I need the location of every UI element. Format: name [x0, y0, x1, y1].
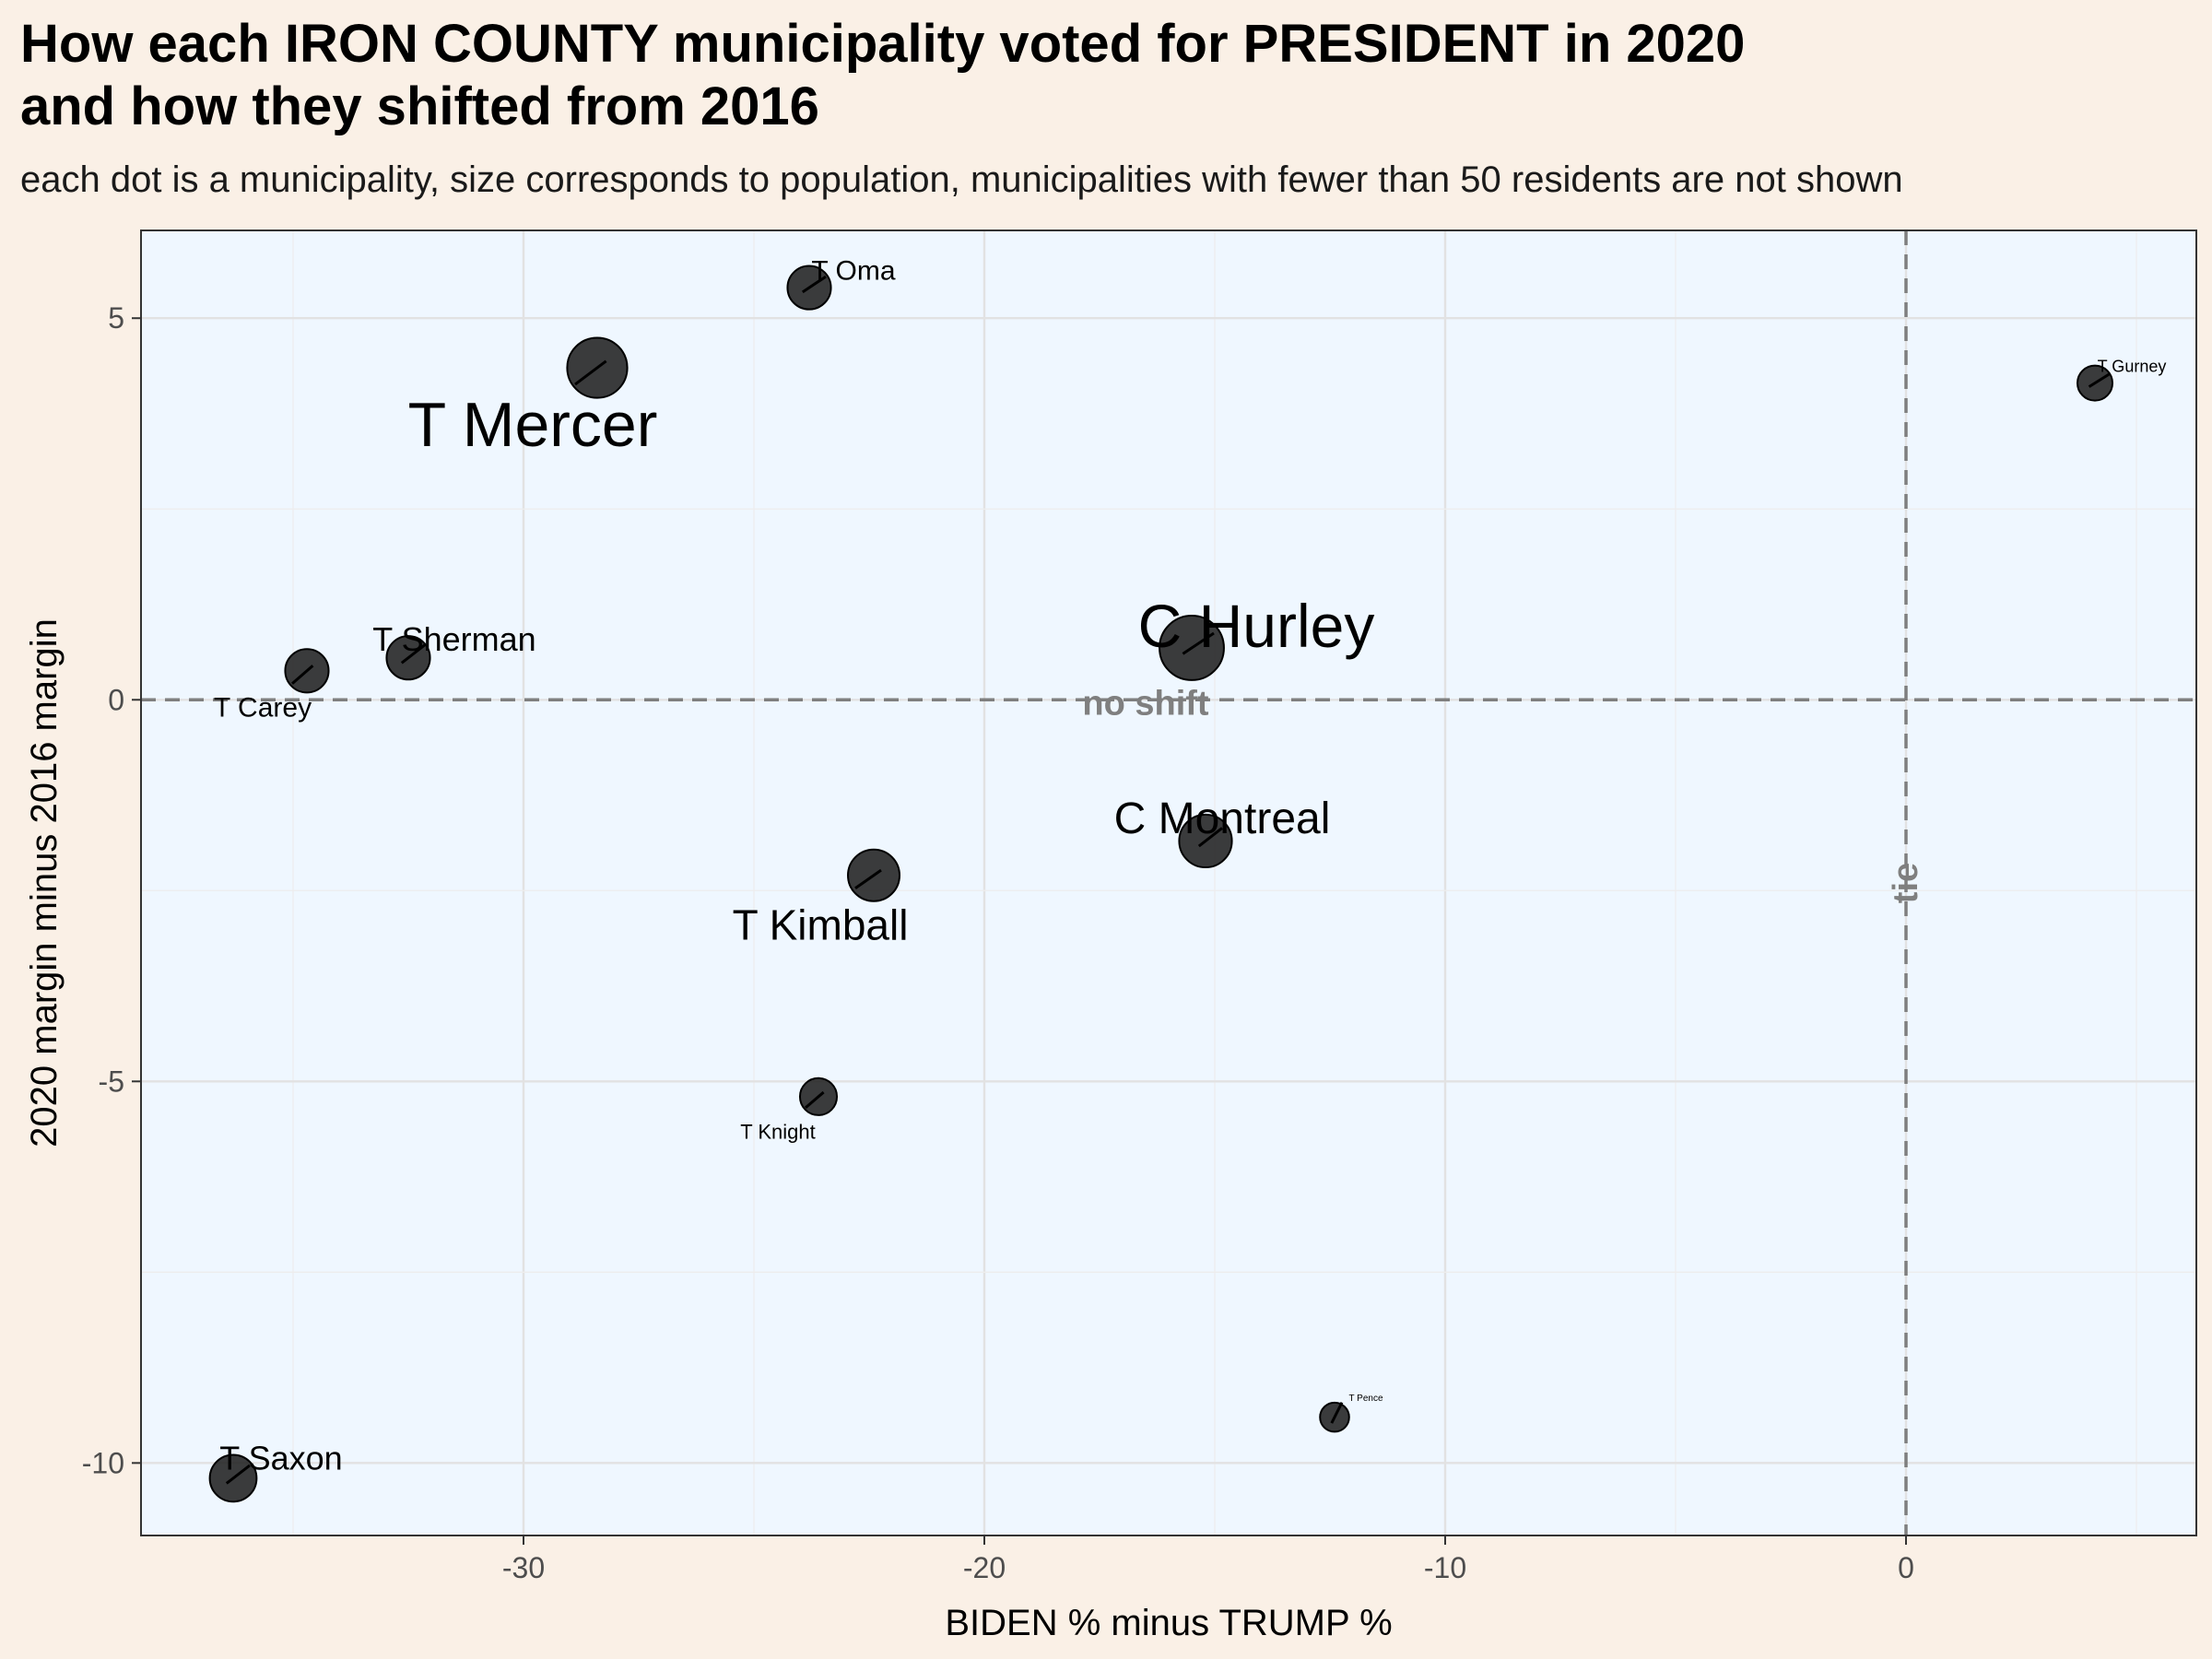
leader-t-knight — [805, 1090, 825, 1109]
label-t-oma: T Oma — [811, 256, 895, 287]
reference-lines: no shift tie — [141, 230, 2196, 1535]
chart-subtitle: each dot is a municipality, size corresp… — [20, 159, 1903, 200]
leader-t-pence — [1330, 1401, 1344, 1424]
y-tick-label: -5 — [99, 1065, 124, 1098]
x-tick-label: -20 — [963, 1551, 1006, 1584]
no-shift-label: no shift — [1082, 684, 1209, 723]
x-axis-title: BIDEN % minus TRUMP % — [945, 1603, 1392, 1643]
leader-c-montreal — [1197, 827, 1223, 848]
label-t-mercer: T Mercer — [408, 390, 658, 460]
label-t-kimball: T Kimball — [733, 901, 909, 949]
label-t-sherman: T Sherman — [372, 620, 535, 658]
leader-t-sherman — [400, 643, 426, 665]
x-tick-label: -10 — [1424, 1551, 1466, 1584]
y-tick-label: -10 — [82, 1446, 124, 1479]
label-t-knight: T Knight — [740, 1120, 816, 1143]
point-labels: T Oma T Mercer T Gurney T Sherman T Carey C H… — [214, 256, 2167, 1485]
y-tick-label: 0 — [108, 683, 124, 716]
axes: -30 -20 -10 0 5 0 -5 -10 — [82, 301, 1914, 1584]
leader-t-saxon — [225, 1464, 251, 1485]
points — [208, 265, 2113, 1503]
leader-c-hurley — [1182, 631, 1215, 655]
x-tick-label: 0 — [1898, 1551, 1914, 1584]
plot-panel — [141, 230, 2196, 1535]
label-t-gurney: T Gurney — [2098, 358, 2167, 376]
leader-t-oma — [801, 275, 827, 294]
y-axis-title: 2020 margin minus 2016 margin — [24, 618, 65, 1147]
leader-t-kimball — [854, 868, 882, 889]
leader-t-gurney — [2088, 372, 2111, 388]
leader-t-mercer — [574, 359, 607, 386]
label-t-pence: T Pence — [1348, 1394, 1382, 1404]
leader-t-carey — [291, 665, 314, 685]
chart-title: How each IRON COUNTY municipality voted … — [20, 14, 1746, 136]
plot-border — [140, 229, 2197, 1536]
tie-label: tie — [1887, 863, 1925, 903]
label-t-carey: T Carey — [214, 692, 312, 723]
y-tick-label: 5 — [108, 301, 124, 335]
label-t-saxon: T Saxon — [219, 1439, 342, 1477]
label-c-hurley: C Hurley — [1138, 592, 1375, 660]
x-tick-label: -30 — [502, 1551, 545, 1584]
label-c-montreal: C Montreal — [1114, 794, 1331, 843]
